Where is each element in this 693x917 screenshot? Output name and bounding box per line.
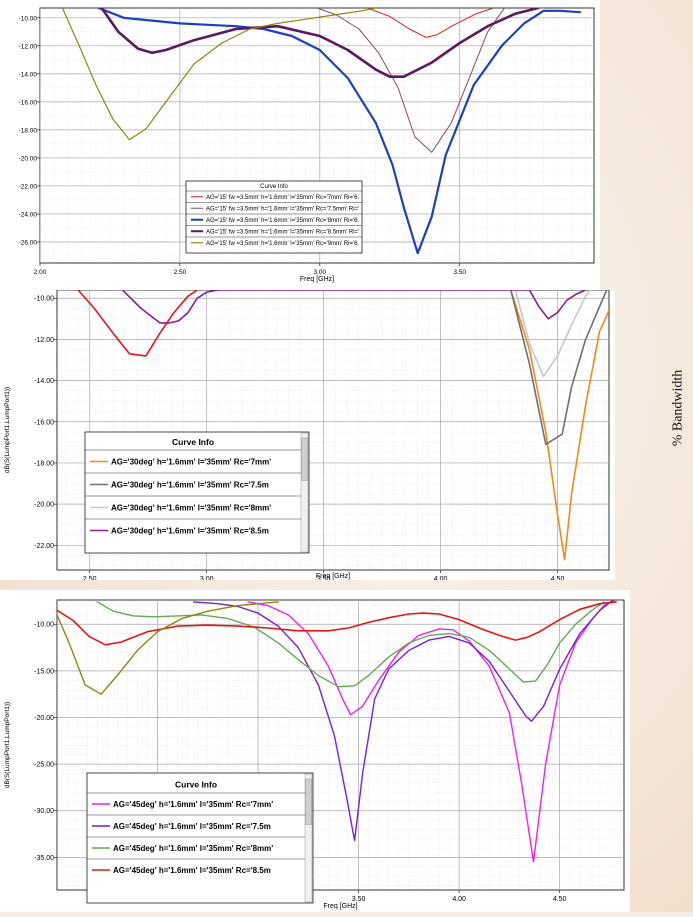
series-line-3 (514, 290, 592, 378)
legend-entry: AG='30deg' h='1.6mm' l='35mm' Rc='8.5m (111, 526, 269, 535)
y-axis-label: dB(S(LumpPort1,LumpPort1)) (4, 702, 11, 788)
legend: Curve Info AG='15' fw =3.5mm' h='1.6mm' l… (185, 180, 363, 254)
x-tick-label: 3.50 (317, 576, 331, 580)
series-line-1 (366, 8, 494, 38)
series-line-5 (57, 601, 279, 695)
legend-box (185, 180, 363, 254)
legend-scroll-thumb (305, 778, 312, 825)
y-tick-label: -24.00 (19, 211, 38, 218)
bandwidth-label: % Bandwidth (670, 369, 686, 447)
legend-entry: AG='45deg' h='1.6mm' l='35mm' Rc='8.5m (113, 866, 271, 875)
y-tick-label: -10.00 (34, 296, 54, 303)
side-axis-label: % Bandwidth (658, 318, 693, 498)
legend-entry: AG='45deg' h='1.6mm' l='35mm' Rc='7.5m (113, 822, 271, 831)
series-line-1 (509, 290, 609, 561)
y-tick-label: -10.00 (34, 622, 54, 629)
x-tick-label: 2.50 (83, 576, 97, 580)
legend-entry: AG='30deg' h='1.6mm' l='35mm' Rc='7mm' (111, 457, 271, 466)
y-tick-label: -16.00 (19, 99, 38, 106)
legend: Curve Info AG='45deg' h='1.6mm' l='35mm' … (86, 772, 314, 904)
x-tick-label: 3.50 (453, 269, 466, 276)
y-tick-label: -14.00 (34, 378, 54, 385)
y-tick-label: -26.00 (19, 239, 38, 246)
x-tick-label: 4.00 (452, 896, 466, 903)
series-group (57, 600, 617, 863)
series-line-5 (61, 8, 377, 141)
y-tick-label: -35.00 (34, 855, 54, 862)
legend-scrollbar (304, 773, 313, 903)
x-axis-label: Freq [GHz] (323, 903, 357, 910)
legend-entry: AG='15' fw =3.5mm' h='1.6mm' l='35mm' Rc… (206, 206, 359, 212)
x-tick-label: 4.50 (553, 896, 567, 903)
chart-3: 2.503.003.504.004.50-10.00-15.00-20.00-2… (4, 599, 625, 910)
legend-box (84, 431, 310, 554)
legend-title: Curve Info (172, 437, 214, 447)
legend-entry: AG='15' fw =3.5mm' h='1.6mm' l='35mm' Rc… (206, 229, 359, 235)
y-tick-label: -20.00 (34, 715, 54, 722)
legend-title: Curve Info (175, 779, 217, 789)
legend-entry: AG='15' fw =3.5mm' h='1.6mm' l='35mm' Rc… (206, 218, 360, 224)
y-tick-label: -16.00 (34, 419, 54, 426)
y-tick-label: -12.00 (19, 43, 38, 50)
legend-scrollbar (300, 432, 309, 553)
y-tick-label: -10.00 (19, 15, 38, 22)
y-tick-label: -25.00 (34, 762, 54, 769)
legend-entry: AG='30deg' h='1.6mm' l='35mm' Rc='7.5m (111, 480, 269, 489)
y-tick-label: -30.00 (34, 808, 54, 815)
series-line-4 (57, 601, 617, 646)
legend-box (86, 772, 314, 904)
series-line-1 (247, 600, 615, 863)
legend: Curve Info AG='30deg' h='1.6mm' l='35mm' … (84, 431, 310, 554)
x-tick-label: 3.00 (313, 269, 326, 276)
y-axis-label: dB(S(LumpPort1,LumpPort1)) (4, 387, 11, 473)
y-tick-label: -18.00 (19, 127, 38, 134)
y-tick-label: -22.00 (19, 183, 38, 190)
x-tick-label: 3.50 (352, 896, 366, 903)
y-tick-label: -14.00 (19, 71, 38, 78)
y-tick-label: -12.00 (34, 337, 54, 344)
y-tick-label: -15.00 (34, 668, 54, 675)
x-tick-label: 4.00 (434, 576, 448, 580)
series-line-3 (97, 8, 582, 255)
chart-2: 2.50 3.00 3.50 4.00 4.50 -10.00 -12.00 -14.00 -1… (4, 289, 610, 583)
legend-entry: AG='15' fw =3.5mm' h='1.6mm' l='35mm' Rc… (206, 195, 360, 201)
y-tick-label: -18.00 (34, 460, 54, 467)
chart-1: 2.00 2.50 3.00 3.50 -10.00 -12.00 -14.00 -16.00… (19, 7, 595, 283)
legend-scroll-thumb (301, 437, 308, 481)
x-tick-label: 2.50 (174, 269, 187, 276)
series-line-5 (77, 290, 199, 357)
x-axis-label: Freq [GHz] (300, 276, 334, 283)
legend-entry: AG='45deg' h='1.6mm' l='35mm' Rc='7mm' (113, 800, 273, 809)
x-tick-label: 2.00 (34, 269, 47, 276)
legend-entry: AG='45deg' h='1.6mm' l='35mm' Rc='8mm' (113, 844, 273, 853)
x-axis-label: Freq [GHz] (316, 573, 350, 580)
y-tick-label: -20.00 (34, 502, 54, 509)
y-tick-label: -20.00 (19, 155, 38, 162)
series-group (77, 290, 609, 561)
legend-entry: AG='30deg' h='1.6mm' l='35mm' Rc='8mm' (111, 503, 271, 512)
chart-1-panel: 2.00 2.50 3.00 3.50 -10.00 -12.00 -14.00 -16.00… (0, 0, 600, 290)
x-tick-label: 3.00 (200, 576, 214, 580)
series-line-3 (96, 601, 605, 688)
legend-title: Curve Info (260, 184, 288, 190)
x-tick-label: 4.50 (551, 576, 565, 580)
series-line-2 (316, 8, 505, 153)
series-group (61, 8, 582, 255)
chart-2-panel: 2.50 3.00 3.50 4.00 4.50 -10.00 -12.00 -14.00 -1… (0, 289, 615, 583)
y-tick-label: -22.00 (34, 543, 54, 550)
series-line-4 (100, 8, 540, 78)
grid (40, 8, 594, 263)
series-line-2 (509, 290, 608, 446)
legend-entry: AG='15' fw =3.5mm' h='1.6mm' l='35mm' Rc… (206, 241, 360, 247)
chart-3-panel: 2.503.003.504.004.50-10.00-15.00-20.00-2… (0, 590, 630, 912)
